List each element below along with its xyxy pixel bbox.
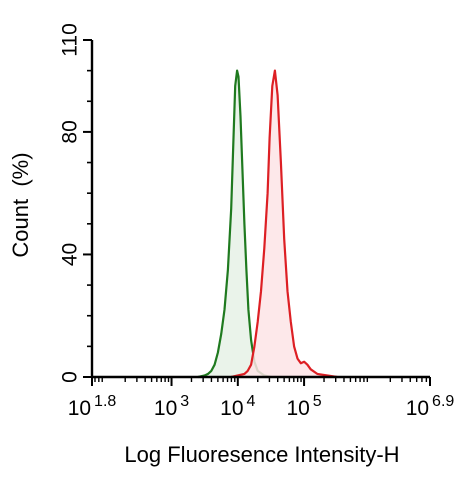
x-tick-label: 10 6.9 [406,393,455,420]
y-axis-title: Count (%) [8,152,33,257]
x-tick-label: 10 3 [154,393,189,420]
x-tick-label: 10 1.8 [68,393,117,420]
axes-layer: 0 40 80 110 10 1.8 10 3 10 4 10 5 10 6.9 [59,23,455,420]
y-axis-ticks: 0 40 80 110 [59,23,92,383]
series-2-line [230,69,338,379]
x-axis-title: Log Fluoresence Intensity-H [124,442,399,467]
series-1-area [198,70,271,377]
y-tick-label: 110 [59,23,82,56]
x-tick-label: 10 5 [286,393,321,420]
y-tick-label: 0 [59,371,82,383]
x-axis-ticks: 10 1.8 10 3 10 4 10 5 10 6.9 [68,377,455,420]
series-2-area [231,70,338,377]
y-tick-label: 80 [59,120,82,143]
series-layer [197,69,338,379]
x-tick-label: 10 4 [220,393,255,420]
y-tick-label: 40 [59,243,82,266]
series-1-line [197,69,272,379]
